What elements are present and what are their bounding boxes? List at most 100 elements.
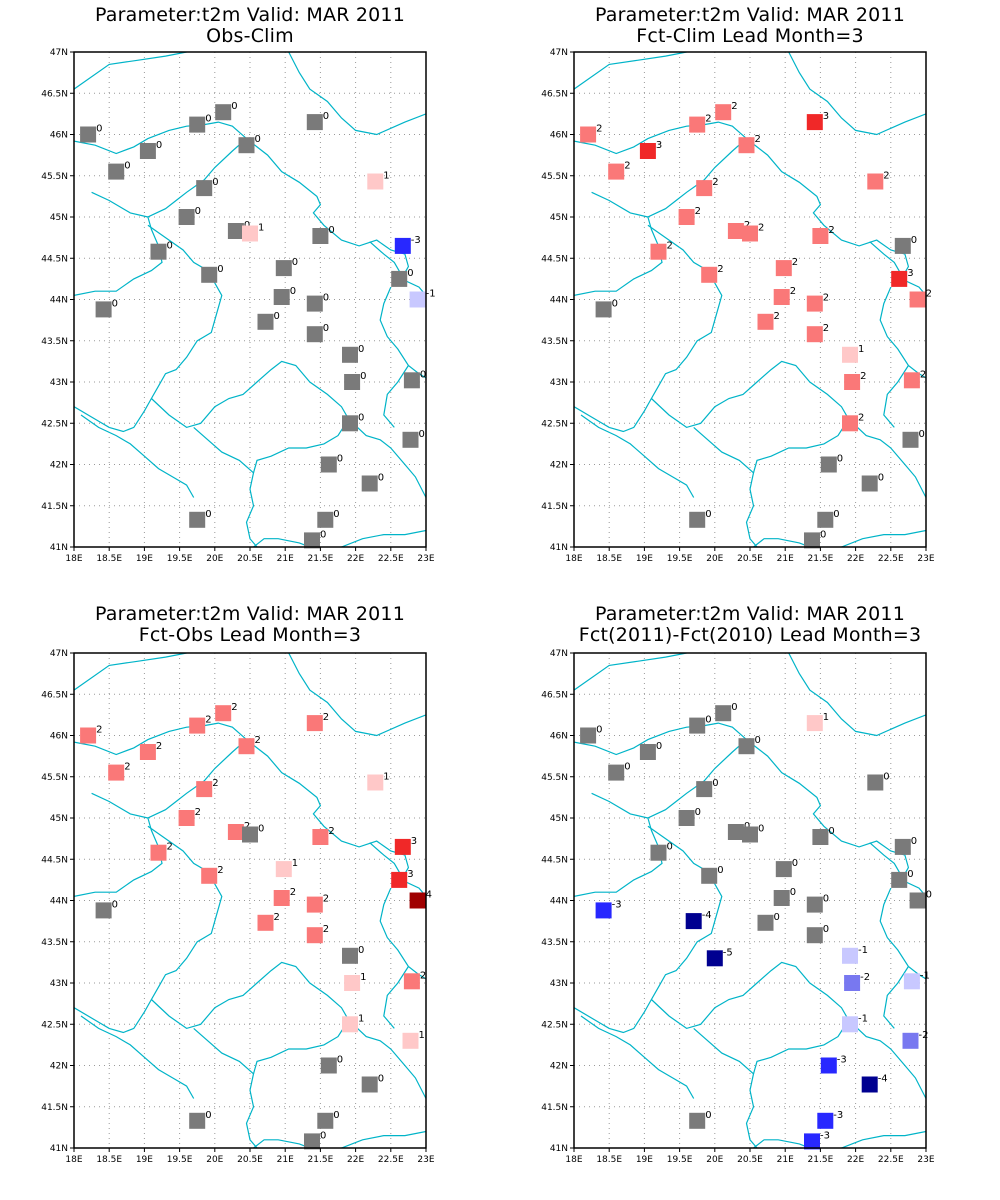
station-value-label: 0 <box>823 924 829 935</box>
station-square <box>894 838 911 855</box>
station-value-label: 0 <box>358 412 364 423</box>
station-square <box>394 237 411 254</box>
station-square <box>150 243 167 260</box>
station-value-label: 0 <box>333 509 339 520</box>
y-tick-label: 42N <box>50 461 68 471</box>
station-marker: 2 <box>715 101 738 121</box>
station-square <box>804 532 820 549</box>
x-tick-label: 22.5E <box>378 554 404 564</box>
border-line <box>574 52 687 90</box>
station-marker: 2 <box>150 842 173 861</box>
station-marker: 1 <box>402 1030 425 1049</box>
station-square <box>804 1133 820 1150</box>
border-line <box>193 426 258 547</box>
station-value-label: 2 <box>790 286 796 297</box>
station-value-label: 0 <box>112 899 118 910</box>
station-square <box>201 867 218 884</box>
station-value-label: 1 <box>258 223 264 234</box>
axis-ticks: 18E 18.5E 19E 19.5E 20E 20.5E 21E 21.5E 22E 22.5E… <box>541 48 935 564</box>
y-tick-label: 41N <box>550 543 568 553</box>
station-marker: 2 <box>909 289 932 308</box>
y-tick-label: 43.5N <box>41 337 68 347</box>
station-square <box>842 346 858 363</box>
y-tick-label: 41N <box>50 1144 68 1154</box>
station-marker: 2 <box>844 371 866 390</box>
station-square <box>178 209 195 225</box>
station-value-label: 2 <box>860 371 866 382</box>
station-square <box>189 1112 206 1129</box>
station-square <box>196 180 213 197</box>
station-square <box>391 270 408 287</box>
station-square <box>738 137 755 154</box>
station-value-label: -2 <box>860 972 870 983</box>
station-value-label: 1 <box>858 344 864 355</box>
station-square <box>189 511 206 528</box>
panel-title-fct-diff: Parameter:t2m Valid: MAR 2011 Fct(2011)-… <box>500 604 1000 646</box>
border-line <box>150 360 350 473</box>
station-square <box>894 237 911 254</box>
station-square <box>891 270 908 287</box>
station-square <box>608 163 625 180</box>
station-square <box>215 705 232 722</box>
station-value-label: 0 <box>328 225 334 236</box>
station-value-label: 0 <box>823 894 829 905</box>
border-line <box>74 739 247 897</box>
station-marker: 2 <box>139 741 162 760</box>
map-panel: 223222322222202223222022122200000018E18.… <box>541 48 935 564</box>
station-value-label: 2 <box>328 826 334 837</box>
station-square <box>775 260 792 277</box>
station-marker: 0 <box>342 412 364 432</box>
station-marker: 0 <box>909 890 932 909</box>
station-square <box>867 774 884 791</box>
station-value-label: 0 <box>205 1110 211 1121</box>
x-tick-label: 23E <box>417 554 434 564</box>
x-tick-label: 18E <box>565 1155 582 1165</box>
y-tick-label: 44N <box>50 296 68 306</box>
station-value-label: -3 <box>411 235 421 246</box>
station-square <box>108 163 125 180</box>
y-tick-label: 42N <box>550 461 568 471</box>
station-value-label: 0 <box>758 824 764 835</box>
station-marker: 0 <box>342 344 364 363</box>
panel-title-line1: Parameter:t2m Valid: MAR 2011 <box>594 4 905 26</box>
station-square <box>150 844 167 861</box>
station-square <box>361 1076 378 1093</box>
station-square <box>361 475 378 492</box>
y-tick-label: 47N <box>50 649 68 659</box>
x-tick-label: 19.5E <box>167 1155 193 1165</box>
x-tick-label: 18.5E <box>596 554 622 564</box>
station-marker: 0 <box>595 298 618 318</box>
station-square <box>861 1076 878 1093</box>
border-line <box>650 360 850 473</box>
station-value-label: 0 <box>96 124 102 135</box>
station-value-label: 0 <box>274 311 280 322</box>
station-square <box>238 738 255 755</box>
x-tick-label: 20.5E <box>237 554 263 564</box>
station-marker: 1 <box>242 223 264 242</box>
border-line <box>574 825 723 1034</box>
x-tick-label: 22E <box>847 1155 864 1165</box>
station-marker: 0 <box>317 509 340 528</box>
station-marker: 0 <box>306 293 329 312</box>
y-tick-label: 46N <box>550 732 568 742</box>
station-marker: 0 <box>238 134 261 154</box>
border-line <box>693 1027 758 1148</box>
station-marker: 0 <box>320 454 343 473</box>
station-square <box>342 947 358 964</box>
y-tick-label: 42.5N <box>41 1020 68 1030</box>
station-square <box>685 913 702 930</box>
grid-lines <box>74 653 426 1148</box>
station-value-label: 3 <box>411 836 417 847</box>
border-line <box>574 739 747 897</box>
station-marker: 2 <box>757 311 780 330</box>
station-value-label: 2 <box>323 712 329 723</box>
station-square <box>650 243 667 260</box>
station-value-label: 0 <box>378 473 384 484</box>
border-line <box>74 224 223 433</box>
x-tick-label: 20.5E <box>737 1155 763 1165</box>
y-tick-label: 41.5N <box>41 502 68 512</box>
station-marker: 1 <box>342 1013 364 1033</box>
y-tick-label: 44.5N <box>41 855 68 865</box>
station-value-label: 0 <box>820 529 826 540</box>
y-tick-label: 47N <box>550 48 568 58</box>
